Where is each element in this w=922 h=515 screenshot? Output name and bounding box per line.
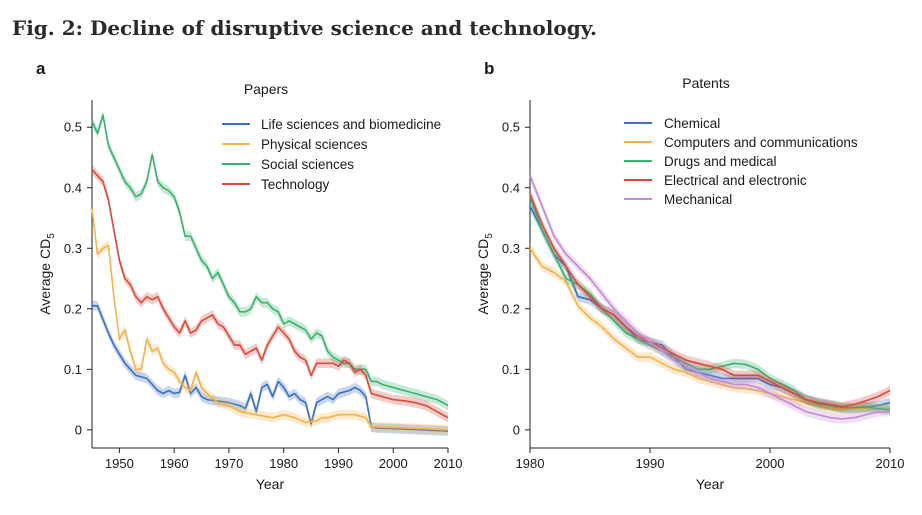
series-line-electrical-and-electronic [529, 193, 891, 408]
x-tick-label: 1990 [324, 456, 353, 471]
y-axis-label-subscript: 5 [484, 233, 495, 239]
x-tick-label: 1950 [105, 456, 134, 471]
series-line-life-sciences-and-biomedicine [92, 304, 449, 432]
y-tick-label: 0 [513, 422, 520, 437]
x-tick-label: 2000 [756, 456, 785, 471]
legend-label-chemical: Chemical [664, 116, 720, 131]
legend-label-social-sciences: Social sciences [261, 157, 354, 172]
panel-label: b [484, 59, 494, 78]
series-band-computers-and-communications [530, 243, 890, 414]
series-band-chemical [530, 201, 890, 414]
y-tick-label: 0.3 [64, 241, 82, 256]
x-tick-label: 1970 [214, 456, 243, 471]
y-tick-label: 0 [75, 422, 82, 437]
y-tick-label: 0.5 [502, 120, 520, 135]
series-band-mechanical [530, 170, 890, 424]
legend-label-mechanical: Mechanical [664, 192, 732, 207]
series-line-drugs-and-medical [529, 196, 891, 411]
y-tick-label: 0.2 [64, 301, 82, 316]
figure-title: Fig. 2: Decline of disruptive science an… [12, 16, 597, 40]
series-line-mechanical [529, 175, 890, 420]
panel-label: a [36, 59, 46, 78]
legend-label-electrical-and-electronic: Electrical and electronic [664, 173, 807, 188]
x-axis-label: Year [256, 476, 285, 492]
x-tick-label: 1980 [516, 456, 545, 471]
y-tick-label: 0.1 [64, 362, 82, 377]
series-line-computers-and-communications [529, 247, 890, 410]
y-axis-label: Average CD5 [37, 233, 57, 315]
series-line-social-sciences [91, 114, 449, 407]
series-band-electrical-and-electronic [530, 189, 890, 412]
panel-title: Patents [682, 75, 729, 91]
y-axis-label-subscript: 5 [46, 233, 57, 239]
y-tick-label: 0.1 [502, 362, 520, 377]
panel-a: a Papers 1950 1960 1970 1980 1990 2000 2010 0 0.1 0… [36, 59, 462, 492]
series-line-technology [91, 169, 449, 419]
legend-label-drugs-and-medical: Drugs and medical [664, 154, 777, 169]
x-axis-label: Year [696, 476, 725, 492]
y-axis-label-text: Average CD [475, 239, 491, 315]
series-line-physical-sciences [91, 208, 449, 431]
x-tick-label: 1980 [269, 456, 298, 471]
y-axis-label: Average CD5 [475, 233, 495, 315]
x-tick-label: 1990 [636, 456, 665, 471]
y-tick-label: 0.4 [64, 180, 82, 195]
x-tick-label: 2010 [434, 456, 463, 471]
x-tick-label: 1960 [160, 456, 189, 471]
legend-label-computers-and-communications: Computers and communications [664, 135, 858, 150]
y-tick-label: 0.2 [502, 301, 520, 316]
x-tick-label: 2000 [379, 456, 408, 471]
series-band-drugs-and-medical [530, 192, 890, 415]
legend-label-physical-sciences: Physical sciences [261, 137, 368, 152]
y-tick-label: 0.3 [502, 241, 520, 256]
x-tick-label: 2010 [876, 456, 905, 471]
y-axis-label-text: Average CD [37, 239, 53, 315]
legend-label-life-sciences-and-biomedicine: Life sciences and biomedicine [261, 117, 441, 132]
y-tick-label: 0.4 [502, 180, 520, 195]
panel-title: Papers [244, 81, 288, 97]
legend-label-technology: Technology [261, 177, 330, 192]
series-band-social-sciences [92, 110, 448, 411]
y-tick-label: 0.5 [64, 120, 82, 135]
panel-b: b Patents 1980 1990 2000 2010 0 0.1 0.2 0.3 0.4 0.5… [475, 59, 904, 492]
